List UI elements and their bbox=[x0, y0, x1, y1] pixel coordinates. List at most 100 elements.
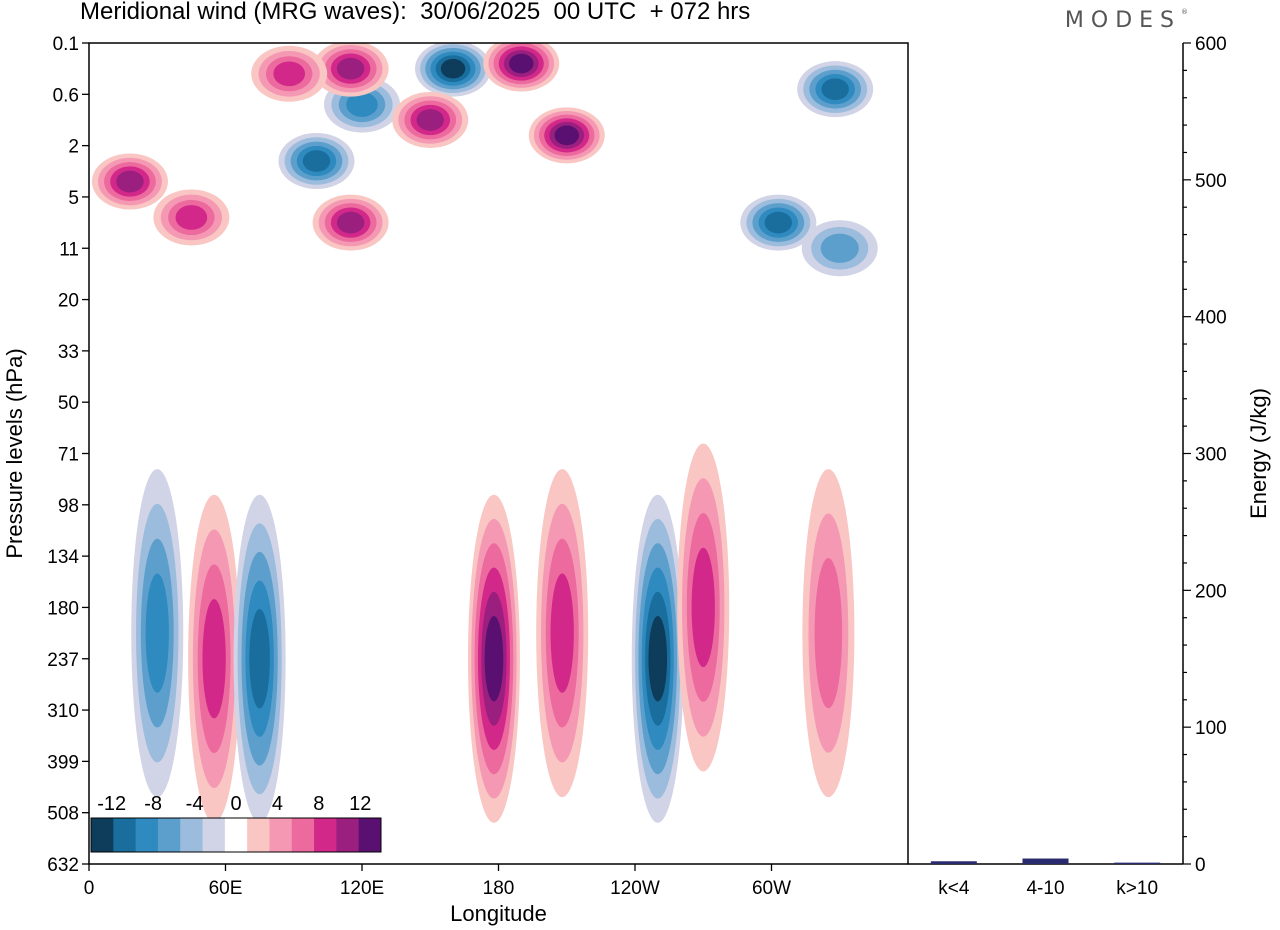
x-tick-label: 120E bbox=[340, 878, 384, 899]
x-tick-label: 180 bbox=[483, 878, 515, 899]
contour-cell bbox=[278, 133, 355, 190]
colorbar-swatch bbox=[91, 818, 114, 852]
contour-cell bbox=[528, 107, 605, 164]
y-tick-label: 50 bbox=[58, 393, 79, 414]
x-tick-label: 120W bbox=[610, 878, 660, 899]
energy-tick-label: 600 bbox=[1195, 34, 1227, 55]
energy-category-label: 4-10 bbox=[1026, 878, 1064, 899]
contour-cell bbox=[467, 494, 520, 823]
energy-bar bbox=[930, 861, 977, 864]
contour-cell bbox=[153, 189, 230, 246]
contour-level bbox=[145, 573, 169, 693]
contour-level bbox=[509, 53, 534, 74]
colorbar-swatch bbox=[224, 818, 248, 852]
contour-level bbox=[648, 615, 668, 702]
colorbar-swatch bbox=[358, 818, 382, 852]
energy-category-label: k>10 bbox=[1116, 878, 1158, 899]
y-tick-label: 5 bbox=[68, 188, 79, 209]
x-tick-label: 0 bbox=[84, 878, 95, 899]
contour-level bbox=[554, 125, 579, 146]
colorbar-label: -4 bbox=[186, 793, 204, 815]
contour-level bbox=[440, 58, 466, 79]
contour-cell bbox=[415, 43, 491, 97]
colorbar-label: 4 bbox=[272, 793, 283, 815]
x-tick-label: 60E bbox=[209, 878, 243, 899]
energy-tick-label: 300 bbox=[1195, 445, 1227, 466]
colorbar-swatch bbox=[314, 818, 337, 852]
contour-level bbox=[302, 150, 331, 172]
y-tick-label: 71 bbox=[58, 445, 79, 466]
chart-title: Meridional wind (MRG waves): 30/06/2025 … bbox=[80, 0, 751, 25]
y-tick-label: 237 bbox=[47, 650, 79, 671]
y-tick-label: 508 bbox=[47, 804, 79, 825]
contour-cell bbox=[312, 194, 389, 251]
y-tick-label: 2 bbox=[68, 137, 79, 158]
contour-level bbox=[116, 170, 144, 193]
colorbar-swatch bbox=[135, 818, 159, 852]
contour-level bbox=[175, 205, 208, 230]
colorbar-label: 8 bbox=[313, 793, 324, 815]
colorbar-swatch bbox=[247, 818, 270, 852]
contour-cell bbox=[797, 61, 874, 118]
colorbar-swatch bbox=[180, 818, 204, 852]
contour-cell bbox=[802, 469, 855, 798]
contour-cell bbox=[801, 220, 878, 277]
y-tick-label: 134 bbox=[47, 547, 79, 568]
colorbar-swatch bbox=[202, 818, 226, 852]
brand-mark: ® bbox=[1181, 8, 1188, 16]
y-tick-label: 310 bbox=[47, 701, 79, 722]
contour-level bbox=[249, 609, 270, 709]
colorbar: -12 -8 -4 0 4 8 12 bbox=[90, 793, 382, 853]
colorbar-swatch bbox=[269, 818, 293, 852]
energy-panel: 0 100 200 300 400 500 600 Energy (J/kg) k<4 4-10 k… bbox=[908, 34, 1271, 899]
colorbar-swatch bbox=[157, 818, 181, 852]
energy-bar bbox=[1114, 862, 1161, 864]
colorbar-label: 12 bbox=[349, 793, 371, 815]
contour-cell bbox=[91, 153, 168, 210]
contour-level bbox=[336, 211, 365, 234]
contour-level bbox=[416, 109, 444, 131]
energy-tick-label: 500 bbox=[1195, 171, 1227, 192]
heatmap-contours bbox=[91, 43, 878, 823]
energy-category-label: k<4 bbox=[938, 878, 970, 899]
contour-level bbox=[820, 233, 859, 263]
contour-level bbox=[202, 599, 226, 719]
energy-tick-label: 100 bbox=[1195, 718, 1227, 739]
colorbar-label: 0 bbox=[230, 793, 241, 815]
contour-cell bbox=[740, 194, 817, 251]
y-tick-label: 20 bbox=[58, 291, 79, 312]
x-tick-label: 60W bbox=[752, 878, 791, 899]
main-axes: 0.1 0.6 2 5 11 20 33 50 71 98 134 180 237 310 399 508 63… bbox=[2, 34, 909, 926]
y-tick-label: 0.6 bbox=[53, 85, 79, 106]
contour-level bbox=[336, 57, 365, 80]
y-tick-label: 33 bbox=[58, 342, 79, 363]
contour-cell bbox=[251, 45, 328, 102]
y-tick-label: 632 bbox=[47, 855, 79, 876]
contour-cell bbox=[483, 43, 560, 92]
colorbar-swatch bbox=[336, 818, 360, 852]
contour-cell bbox=[131, 469, 184, 798]
contour-cell bbox=[392, 91, 469, 148]
y-tick-label: 98 bbox=[58, 496, 79, 517]
colorbar-swatch bbox=[291, 818, 315, 852]
energy-bar bbox=[1022, 858, 1069, 864]
contour-level bbox=[550, 573, 574, 693]
contour-cell bbox=[631, 494, 684, 823]
brand-logo: MODES® bbox=[1065, 8, 1188, 33]
y-tick-label: 0.1 bbox=[53, 34, 79, 55]
energy-tick-label: 0 bbox=[1195, 855, 1206, 876]
x-axis-label: Longitude bbox=[450, 901, 547, 926]
contour-cell bbox=[536, 469, 589, 798]
energy-axis-label: Energy (J/kg) bbox=[1246, 388, 1271, 519]
brand-text: MODES bbox=[1064, 8, 1181, 33]
contour-level bbox=[346, 92, 378, 117]
colorbar-label: -8 bbox=[144, 793, 162, 815]
y-tick-label: 180 bbox=[47, 598, 79, 619]
energy-tick-label: 200 bbox=[1195, 581, 1227, 602]
contour-cell bbox=[312, 43, 389, 97]
y-tick-label: 11 bbox=[59, 239, 79, 260]
colorbar-label: -12 bbox=[97, 793, 126, 815]
contour-level bbox=[764, 211, 793, 234]
contour-cell bbox=[233, 494, 286, 823]
